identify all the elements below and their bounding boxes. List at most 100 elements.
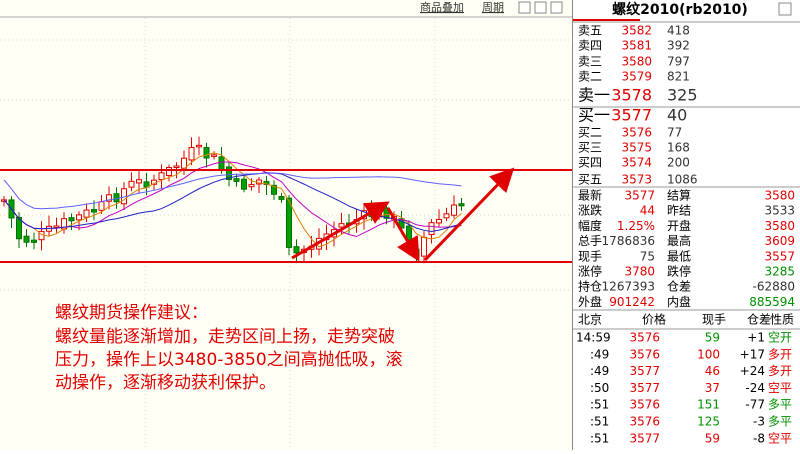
quote-label: 最高 xyxy=(667,233,691,248)
quote-value: 1.25% xyxy=(617,219,655,233)
book-price: 3579 xyxy=(621,70,652,84)
book-label: 买二 xyxy=(578,126,602,140)
candle-body xyxy=(436,218,442,224)
quote-value: 44 xyxy=(640,204,655,218)
book-label: 卖二 xyxy=(578,70,602,84)
tick-cell: -24 xyxy=(745,381,765,395)
tick-cell: 3576 xyxy=(629,347,660,361)
book-price: 3581 xyxy=(621,39,652,53)
tick-header: 性质 xyxy=(770,313,794,327)
quote-label: 现手 xyxy=(578,249,602,263)
candle-body xyxy=(83,209,90,218)
tick-cell: -3 xyxy=(753,415,765,429)
quote-value: 3580 xyxy=(764,219,795,233)
candle-body xyxy=(398,218,405,229)
candle-body xyxy=(218,156,225,171)
tick-header: 价格 xyxy=(642,312,666,327)
tick-cell: 多开 xyxy=(768,364,792,378)
book-volume: 168 xyxy=(667,141,690,155)
quote-label: 内盘 xyxy=(667,294,691,309)
tick-cell: +17 xyxy=(740,347,765,361)
tick-cell: 37 xyxy=(705,381,720,395)
candle-body xyxy=(248,183,255,188)
tick-cell: 空开 xyxy=(768,331,792,345)
book-volume: 392 xyxy=(667,39,690,53)
book-volume: 325 xyxy=(667,86,698,105)
candle-body xyxy=(271,184,277,195)
book-price: 3577 xyxy=(611,106,652,125)
candle-body xyxy=(286,197,292,248)
annotation-line: 压力，操作上以3480-3850之间高抛低吸，滚 xyxy=(55,350,403,370)
panel-icon[interactable] xyxy=(778,2,792,16)
tick-cell: :49 xyxy=(590,347,609,361)
quote-value: 3577 xyxy=(624,189,655,203)
book-volume: 40 xyxy=(667,106,687,125)
book-label: 卖一 xyxy=(578,86,610,105)
tick-cell: :51 xyxy=(590,398,609,412)
quote-value: 3580 xyxy=(764,189,795,203)
tick-cell: -8 xyxy=(753,431,765,445)
book-price: 3576 xyxy=(621,126,652,140)
quote-value: 3780 xyxy=(624,265,655,279)
candle-body xyxy=(143,181,150,188)
candle-body xyxy=(158,172,165,181)
tick-cell: 59 xyxy=(705,331,720,345)
book-label: 买五 xyxy=(578,173,602,187)
quote-label: 幅度 xyxy=(578,218,602,233)
toolbar-icons[interactable] xyxy=(518,1,563,14)
tick-cell: :50 xyxy=(590,381,609,395)
book-price: 3582 xyxy=(621,24,652,38)
candle-body xyxy=(226,166,232,181)
candle-body xyxy=(181,157,187,169)
tick-cell: 多平 xyxy=(768,398,792,412)
tick-header: 现手 xyxy=(702,313,726,327)
toolbar-link[interactable]: 商品叠加 xyxy=(420,0,464,14)
tick-cell: 3577 xyxy=(629,381,660,395)
tick-cell: -77 xyxy=(745,398,765,412)
candle-body xyxy=(53,225,60,228)
quote-label: 总手 xyxy=(578,234,602,248)
tick-header: 北京 xyxy=(578,313,602,327)
quote-label: 开盘 xyxy=(667,218,691,233)
tick-cell: 59 xyxy=(705,431,720,445)
tick-cell: :51 xyxy=(590,415,609,429)
tick-cell: 3577 xyxy=(629,431,660,445)
book-label: 买一 xyxy=(578,106,610,125)
candle-body xyxy=(173,165,180,169)
candle-body xyxy=(293,246,300,254)
tick-cell: 3577 xyxy=(629,364,660,378)
candle-body xyxy=(233,178,240,182)
quote-value: 75 xyxy=(640,249,655,263)
candle-body xyxy=(188,147,195,161)
quote-value: 3609 xyxy=(764,234,795,248)
book-price: 3575 xyxy=(621,141,652,155)
quote-value: 3533 xyxy=(764,204,795,218)
tick-cell: :51 xyxy=(590,431,609,445)
toolbar-link[interactable]: 周期 xyxy=(482,1,504,14)
book-volume: 77 xyxy=(667,126,682,140)
tick-cell: +1 xyxy=(747,331,765,345)
tick-header: 仓差 xyxy=(747,313,771,327)
quote-value: -62880 xyxy=(752,280,795,294)
tick-cell: 空平 xyxy=(768,381,792,395)
quote-value: 3557 xyxy=(764,249,795,263)
moving-average xyxy=(3,172,462,210)
book-label: 卖四 xyxy=(578,39,602,53)
book-label: 卖五 xyxy=(578,24,602,38)
book-price: 3580 xyxy=(621,55,652,69)
candle-body xyxy=(166,167,172,177)
quote-value: 1267393 xyxy=(602,280,655,294)
candle-body xyxy=(443,213,450,219)
book-volume: 200 xyxy=(667,156,690,170)
tick-cell: 14:59 xyxy=(576,331,611,345)
quote-label: 跌停 xyxy=(667,264,691,279)
quote-label: 持仓 xyxy=(578,279,602,294)
tick-cell: 125 xyxy=(697,415,720,429)
candle-body xyxy=(458,203,465,207)
quote-label: 结算 xyxy=(667,188,691,203)
tick-cell: 3576 xyxy=(629,415,660,429)
candle-body xyxy=(23,235,30,243)
quote-label: 仓差 xyxy=(667,280,691,294)
